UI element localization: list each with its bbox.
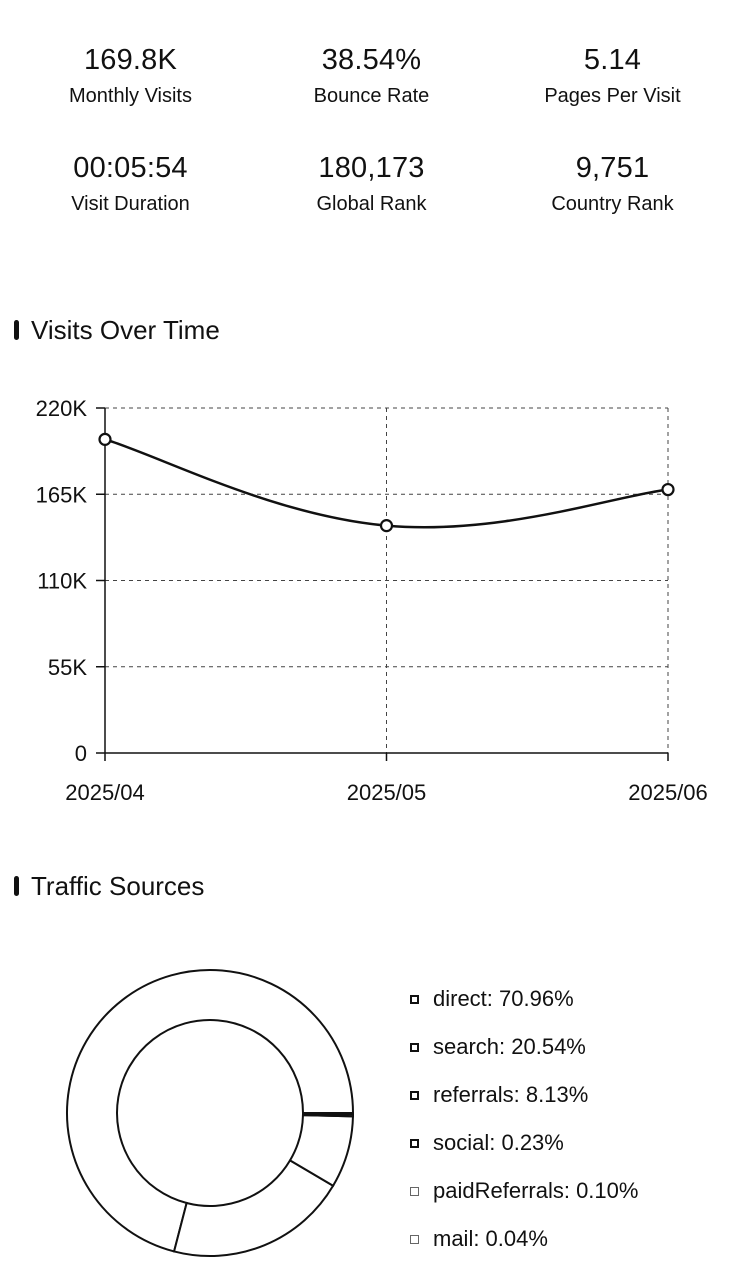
legend-swatch-icon	[410, 1186, 419, 1196]
legend-swatch-icon	[410, 1138, 419, 1148]
y-tick-label: 110K	[37, 569, 87, 594]
traffic-section-title: Traffic Sources	[14, 870, 204, 902]
legend-item-search[interactable]: search: 20.54%	[410, 1023, 638, 1071]
stat-global-rank: 180,173 Global Rank	[251, 148, 492, 218]
legend-item-direct[interactable]: direct: 70.96%	[410, 975, 638, 1023]
visits-data-point	[379, 519, 394, 533]
stats-grid: 169.8K Monthly Visits 38.54% Bounce Rate…	[10, 40, 733, 218]
visits-data-point	[98, 432, 112, 446]
legend-item-social[interactable]: social: 0.23%	[410, 1119, 638, 1167]
y-tick-label: 165K	[36, 482, 88, 507]
legend-item-paid-referrals[interactable]: paidReferrals: 0.10%	[410, 1167, 638, 1215]
section-marker-icon	[14, 876, 19, 896]
stat-value: 9,751	[575, 152, 650, 184]
legend-swatch-icon	[410, 1042, 419, 1052]
x-tick-label: 2025/04	[65, 780, 145, 805]
legend-label: search: 20.54%	[433, 1034, 586, 1059]
stat-pages-per-visit: 5.14 Pages Per Visit	[492, 40, 733, 110]
stat-monthly-visits: 169.8K Monthly Visits	[10, 40, 251, 110]
stat-value: 5.14	[583, 44, 642, 76]
stat-label: Pages Per Visit	[544, 85, 681, 107]
section-marker-icon	[14, 320, 19, 340]
visits-section-title: Visits Over Time	[14, 314, 220, 346]
stat-bounce-rate: 38.54% Bounce Rate	[251, 40, 492, 110]
x-tick-label: 2025/05	[347, 780, 427, 805]
visits-data-point	[661, 482, 675, 497]
stat-value: 180,173	[318, 152, 425, 184]
legend-label: social: 0.23%	[433, 1130, 564, 1155]
stat-country-rank: 9,751 Country Rank	[492, 148, 733, 218]
legend-item-mail[interactable]: mail: 0.04%	[410, 1215, 638, 1263]
stat-label: Monthly Visits	[68, 85, 192, 107]
y-tick-label: 55K	[48, 655, 87, 680]
x-tick-label: 2025/06	[628, 780, 708, 805]
stat-label: Global Rank	[316, 193, 427, 215]
traffic-legend: direct: 70.96% search: 20.54% referrals:…	[410, 975, 638, 1263]
legend-swatch-icon	[410, 994, 419, 1004]
visits-title-text: Visits Over Time	[31, 315, 220, 345]
stat-value: 38.54%	[321, 44, 422, 76]
donut-slice-search	[172, 1158, 335, 1257]
stat-value: 00:05:54	[73, 152, 188, 184]
legend-label: referrals: 8.13%	[433, 1082, 589, 1107]
traffic-title-text: Traffic Sources	[31, 871, 205, 901]
y-tick-label: 0	[75, 741, 87, 766]
stat-label: Country Rank	[551, 193, 674, 215]
stat-label: Visit Duration	[71, 193, 190, 215]
stat-value: 169.8K	[83, 44, 178, 76]
legend-item-referrals[interactable]: referrals: 8.13%	[410, 1071, 638, 1119]
legend-label: direct: 70.96%	[433, 986, 574, 1011]
donut-slice-direct	[66, 969, 355, 1253]
legend-swatch-icon	[410, 1234, 419, 1244]
legend-label: mail: 0.04%	[433, 1226, 548, 1251]
y-tick-label: 220K	[36, 396, 88, 421]
stat-label: Bounce Rate	[313, 85, 430, 107]
legend-label: paidReferrals: 0.10%	[433, 1178, 639, 1203]
legend-swatch-icon	[410, 1090, 419, 1100]
visits-line-chart: 0 55K 110K 165K 220K 2025/04 2025/05 2025/06	[36, 396, 708, 805]
stat-visit-duration: 00:05:54 Visit Duration	[10, 148, 251, 218]
traffic-donut-chart	[66, 969, 355, 1257]
